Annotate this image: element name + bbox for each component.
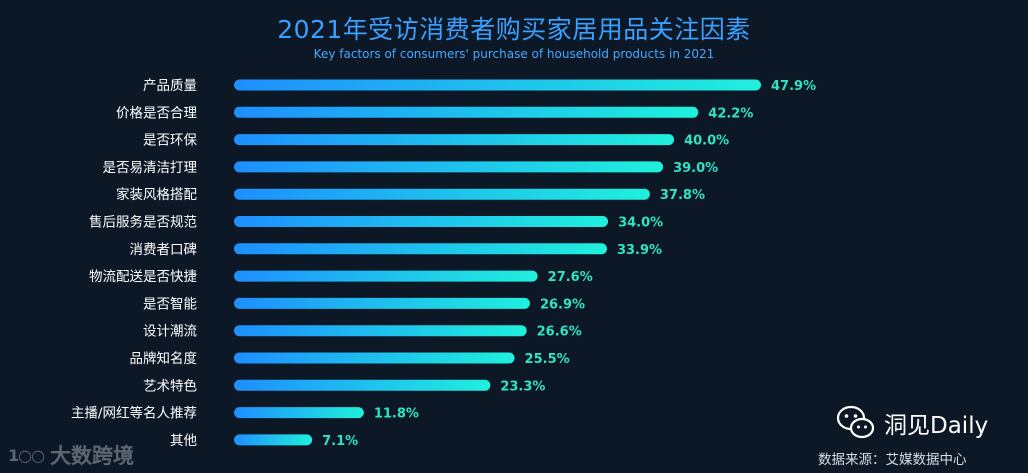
bar [234, 106, 699, 118]
bar [234, 161, 664, 173]
category-label: 物流配送是否快捷 [89, 269, 197, 285]
bar [234, 352, 515, 364]
value-label: 25.5% [525, 352, 570, 367]
category-label: 价格是否合理 [116, 105, 197, 121]
category-label: 其他 [170, 433, 197, 449]
category-label: 主播/网红等名人推荐 [71, 405, 197, 422]
value-label: 26.6% [537, 325, 582, 340]
wechat-account-name: 洞见Daily [884, 413, 989, 439]
brand-mark-icon: 1○○ [8, 445, 45, 465]
wechat-account: 洞见Daily [836, 404, 988, 442]
value-label: 34.0% [618, 216, 663, 231]
bar [234, 134, 675, 146]
value-label: 23.3% [500, 379, 545, 394]
category-label: 产品质量 [143, 78, 197, 94]
category-label: 艺术特色 [143, 377, 197, 394]
brand-name: 大数跨境 [50, 444, 135, 468]
bar [234, 79, 761, 91]
value-label: 42.2% [708, 106, 753, 121]
category-label: 家装风格搭配 [116, 186, 197, 203]
bar [234, 379, 491, 391]
chart-subtitle: Key factors of consumers' purchase of ho… [313, 47, 715, 61]
wechat-icon [836, 405, 875, 439]
category-label: 售后服务是否规范 [89, 215, 197, 231]
category-label: 品牌知名度 [130, 350, 198, 367]
value-label: 7.1% [322, 434, 358, 449]
category-label: 是否智能 [143, 296, 197, 312]
category-label: 是否易清洁打理 [103, 159, 198, 176]
value-label: 37.8% [660, 188, 705, 203]
value-label: 33.9% [617, 243, 662, 258]
chart-title: 2021年受访消费者购买家居用品关注因素 [277, 15, 751, 44]
bar [234, 434, 313, 446]
brand-logo: 1○○ 大数跨境 [8, 440, 134, 470]
bar [234, 188, 650, 200]
bar [234, 407, 364, 419]
value-label: 26.9% [540, 297, 585, 312]
value-label: 40.0% [684, 134, 729, 149]
category-label: 是否环保 [143, 133, 197, 149]
value-label: 11.8% [374, 407, 419, 422]
bar [234, 325, 527, 337]
value-label: 27.6% [548, 270, 593, 285]
value-label: 39.0% [673, 161, 718, 176]
data-source: 数据来源：艾媒数据中心 [818, 452, 967, 468]
bar [234, 297, 530, 309]
value-label: 47.9% [771, 79, 816, 94]
category-label: 消费者口碑 [130, 242, 198, 258]
category-label: 设计潮流 [143, 324, 197, 340]
bar [234, 270, 538, 282]
bar [234, 216, 609, 227]
bar [234, 243, 607, 255]
